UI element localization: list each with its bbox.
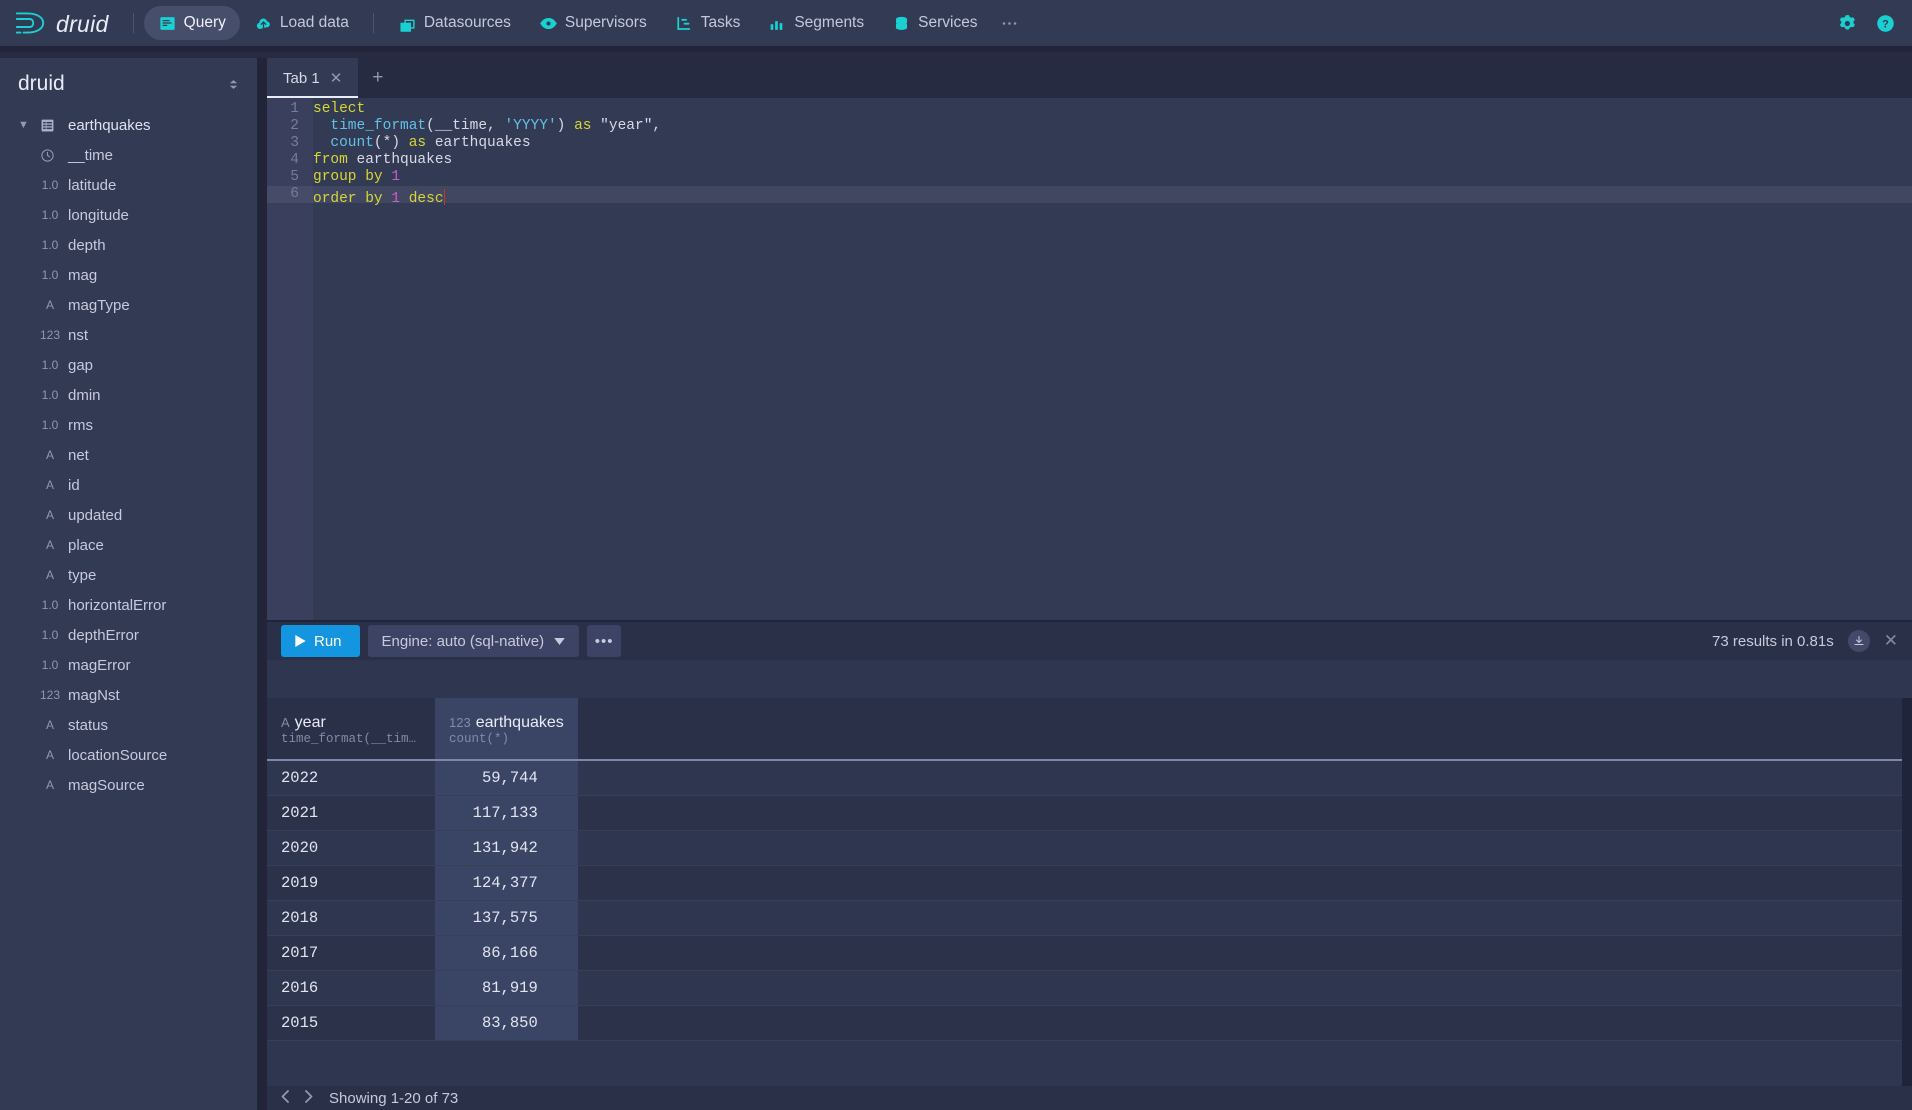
svg-text:?: ?: [1882, 18, 1889, 30]
